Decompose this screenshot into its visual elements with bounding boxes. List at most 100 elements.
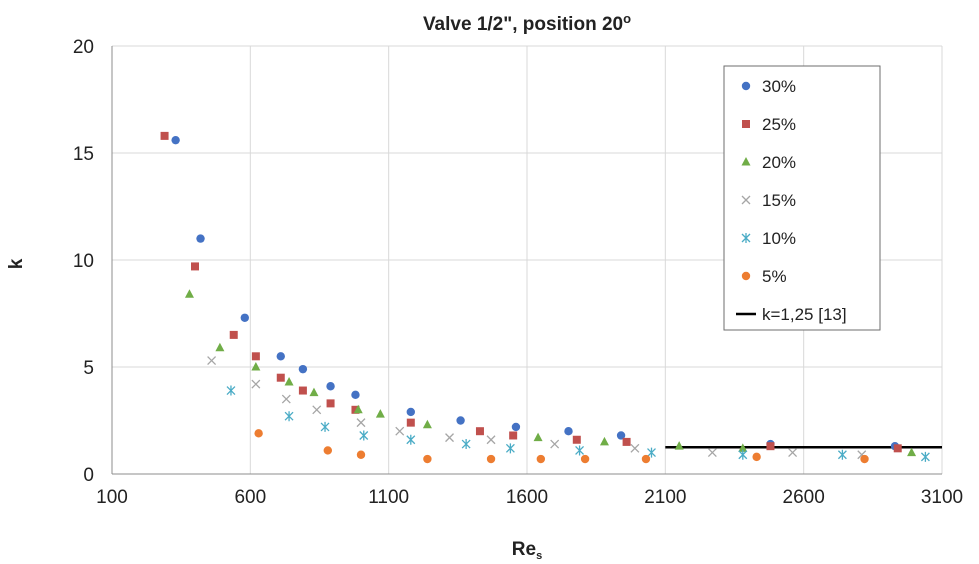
data-point (423, 454, 432, 464)
data-point (359, 430, 369, 441)
data-points (160, 131, 930, 464)
data-point (254, 429, 263, 438)
data-point (184, 289, 194, 298)
data-point (251, 379, 261, 389)
data-point (575, 445, 585, 456)
data-point (647, 447, 656, 458)
data-point (461, 439, 471, 450)
data-point (505, 443, 515, 454)
data-point (622, 437, 631, 446)
data-point (406, 407, 415, 417)
legend-marker (741, 81, 751, 91)
data-point (356, 418, 366, 428)
series-20pct (184, 289, 917, 457)
data-point (920, 451, 930, 462)
x-tick-label: 2600 (783, 487, 825, 508)
data-point (326, 399, 335, 408)
data-point (171, 135, 180, 145)
data-point (406, 418, 415, 427)
data-point (599, 436, 609, 446)
data-point (475, 427, 484, 436)
data-point (191, 262, 199, 271)
data-point (533, 432, 543, 442)
x-tick-label: 1600 (506, 487, 548, 508)
data-point (298, 364, 308, 374)
data-point (207, 356, 217, 366)
data-point (406, 434, 416, 445)
y-axis-label: k (6, 258, 27, 269)
axes (111, 46, 942, 475)
data-point (580, 454, 590, 464)
legend-marker (741, 195, 751, 205)
data-point (752, 452, 761, 462)
data-point (276, 373, 285, 382)
x-tick-label: 100 (96, 487, 128, 508)
data-point (320, 421, 330, 432)
data-point (536, 454, 546, 464)
data-point (326, 382, 335, 391)
data-point (395, 426, 405, 436)
data-point (284, 376, 294, 386)
data-point (766, 442, 775, 451)
data-point (738, 443, 748, 452)
x-tick-label: 3100 (921, 487, 963, 508)
legend-label: 30% (762, 77, 796, 96)
legend-marker (742, 120, 750, 128)
tick-labels: 100 600 1100 1600 2100 2600 3100 0 5 10 15 20 (73, 37, 963, 508)
data-point (422, 419, 432, 429)
legend-label: 10% (762, 229, 796, 248)
x-axis-label: Res (512, 539, 542, 562)
legend-label: 15% (762, 191, 796, 210)
legend-marker (741, 271, 751, 281)
data-point (226, 385, 236, 396)
data-point (276, 352, 285, 361)
y-tick-label: 0 (83, 465, 94, 486)
data-point (509, 431, 518, 440)
data-point (215, 342, 225, 352)
data-point (616, 431, 626, 440)
data-point (456, 416, 465, 425)
data-point (550, 439, 560, 449)
x-axis-label-text: Re (512, 539, 536, 560)
series-25pct (160, 131, 902, 453)
data-point (312, 405, 322, 415)
data-point (511, 422, 521, 432)
legend-box (723, 65, 881, 331)
y-tick-label: 20 (73, 37, 94, 58)
data-point (351, 390, 360, 400)
data-point (281, 394, 291, 404)
data-point (160, 131, 169, 140)
data-point (251, 352, 260, 361)
series-10pct (226, 385, 930, 462)
legend: 30% 25% 20% 15% 10% 5% k=1,25 [13] (723, 65, 881, 331)
data-point (375, 409, 385, 418)
legend-marker (741, 233, 751, 243)
data-point (674, 441, 684, 450)
y-tick-label: 10 (73, 251, 94, 272)
x-tick-label: 1100 (368, 487, 409, 508)
data-point (707, 448, 717, 458)
data-point (486, 454, 496, 464)
chart-title-text: Valve 1/2", position 20 (423, 14, 623, 35)
data-point (486, 435, 496, 445)
chart-title-superscript: o (623, 11, 631, 26)
data-point (353, 404, 363, 414)
legend-label: 5% (762, 267, 787, 286)
data-point (309, 387, 319, 397)
x-axis-label-subscript: s (536, 550, 542, 562)
x-tick-label: 2100 (644, 487, 686, 508)
data-point (564, 427, 573, 436)
legend-label: 25% (762, 115, 796, 134)
x-tick-label: 600 (234, 487, 266, 508)
data-point (630, 443, 640, 453)
data-point (356, 450, 366, 459)
data-point (860, 454, 869, 464)
data-point (445, 433, 454, 443)
data-point (351, 405, 360, 414)
data-point (229, 330, 238, 339)
series-15pct (207, 356, 867, 460)
legend-marker (741, 157, 751, 166)
data-point (788, 448, 798, 458)
data-point (893, 444, 902, 453)
